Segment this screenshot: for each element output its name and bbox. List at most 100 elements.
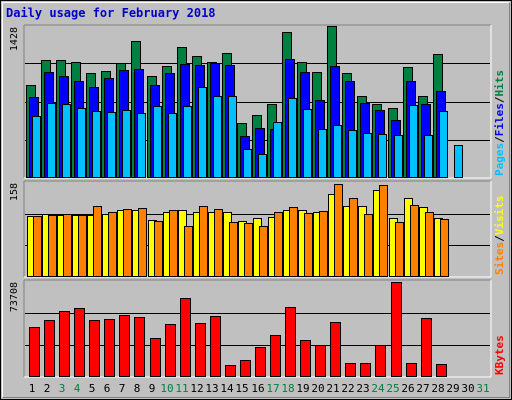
bar-sites-16 (259, 226, 268, 277)
bar-sites-19 (304, 213, 313, 277)
bar-kbytes-20 (315, 345, 326, 377)
bar-kbytes-6 (104, 319, 115, 377)
bar-pages-7 (122, 110, 131, 178)
x-tick-label-27: 27 (416, 382, 429, 395)
bar-pages-18 (288, 98, 297, 178)
bar-sites-26 (410, 205, 419, 277)
x-tick-label-8: 8 (134, 382, 141, 395)
bar-sites-21 (334, 184, 343, 277)
bar-pages-21 (333, 125, 342, 178)
chart-title: Daily usage for February 2018 (6, 6, 216, 20)
bar-sites-8 (138, 208, 147, 277)
x-tick-label-28: 28 (431, 382, 444, 395)
bar-pages-9 (153, 106, 162, 178)
x-tick-label-5: 5 (89, 382, 96, 395)
x-tick-label-30: 30 (461, 382, 474, 395)
x-tick-label-23: 23 (356, 382, 369, 395)
bar-sites-25 (395, 222, 404, 277)
legend-panel-1: Pages/Files/Hits (493, 70, 506, 176)
bar-pages-17 (273, 122, 282, 178)
bar-kbytes-19 (300, 340, 311, 377)
bar-sites-5 (93, 206, 102, 277)
bar-sites-9 (154, 221, 163, 277)
bar-pages-8 (137, 113, 146, 178)
x-tick-label-17: 17 (266, 382, 279, 395)
bar-pages-28 (439, 111, 448, 178)
bar-sites-18 (289, 207, 298, 277)
bar-kbytes-2 (44, 320, 55, 377)
bar-pages-4 (77, 108, 86, 178)
x-tick-label-1: 1 (29, 382, 36, 395)
bar-pages-1 (32, 116, 41, 178)
bar-pages-23 (363, 133, 372, 178)
x-tick-label-10: 10 (160, 382, 173, 395)
bar-pages-22 (348, 130, 357, 178)
x-tick-label-31: 31 (476, 382, 489, 395)
bar-kbytes-1 (29, 327, 40, 377)
bar-pages-6 (107, 112, 116, 178)
bar-kbytes-11 (180, 298, 191, 377)
x-tick-label-19: 19 (296, 382, 309, 395)
legend-panel-3: KBytes (493, 335, 506, 375)
bar-pages-11 (183, 106, 192, 178)
bar-kbytes-3 (59, 311, 70, 377)
bar-pages-15 (243, 149, 252, 178)
legend-hits: Hits (493, 70, 506, 97)
bar-pages-19 (303, 109, 312, 178)
x-tick-label-3: 3 (59, 382, 66, 395)
bar-sites-12 (199, 206, 208, 277)
x-tick-label-21: 21 (326, 382, 339, 395)
bar-kbytes-23 (360, 363, 371, 377)
bar-sites-28 (440, 219, 449, 277)
bar-kbytes-14 (225, 365, 236, 377)
bar-pages-3 (62, 104, 71, 178)
bar-kbytes-10 (165, 324, 176, 377)
bar-sites-24 (379, 185, 388, 277)
bar-kbytes-22 (345, 363, 356, 377)
y-max-label: 73708 (9, 282, 20, 312)
bar-pages-27 (424, 135, 433, 178)
x-tick-label-18: 18 (281, 382, 294, 395)
bar-sites-23 (364, 214, 373, 277)
bar-pages-2 (47, 103, 56, 178)
legend-kbytes: KBytes (493, 335, 506, 375)
x-tick-label-9: 9 (149, 382, 156, 395)
bar-sites-10 (169, 210, 178, 277)
bar-pages-26 (409, 105, 418, 178)
x-tick-label-7: 7 (119, 382, 126, 395)
x-tick-label-12: 12 (190, 382, 203, 395)
bar-kbytes-28 (436, 364, 447, 377)
y-max-label: 1428 (9, 27, 20, 51)
legend-sites: Sites (493, 242, 506, 275)
bar-sites-3 (63, 214, 72, 277)
legend-separator: / (493, 96, 506, 103)
bar-kbytes-4 (74, 308, 85, 377)
x-tick-label-22: 22 (341, 382, 354, 395)
bar-sites-20 (319, 211, 328, 277)
bar-kbytes-8 (134, 317, 145, 377)
x-tick-label-13: 13 (205, 382, 218, 395)
bar-kbytes-21 (330, 322, 341, 377)
legend-panel-2: Sites/Visits (493, 196, 506, 276)
bar-sites-14 (229, 222, 238, 277)
bar-pages-16 (258, 154, 267, 178)
bar-kbytes-27 (421, 318, 432, 377)
x-tick-label-29: 29 (446, 382, 459, 395)
bar-kbytes-25 (391, 282, 402, 377)
bar-sites-17 (274, 212, 283, 277)
bar-kbytes-16 (255, 347, 266, 377)
bar-sites-27 (425, 212, 434, 277)
bar-kbytes-12 (195, 323, 206, 377)
bar-pages-10 (168, 113, 177, 178)
x-tick-label-26: 26 (401, 382, 414, 395)
bar-pages-5 (92, 111, 101, 178)
bar-sites-1 (33, 216, 42, 277)
legend-files: Files (493, 103, 506, 136)
x-tick-label-15: 15 (235, 382, 248, 395)
bar-kbytes-7 (119, 315, 130, 377)
bar-kbytes-26 (406, 363, 417, 377)
x-tick-label-14: 14 (220, 382, 234, 395)
x-tick-label-20: 20 (311, 382, 324, 395)
legend-pages: Pages (493, 143, 506, 176)
